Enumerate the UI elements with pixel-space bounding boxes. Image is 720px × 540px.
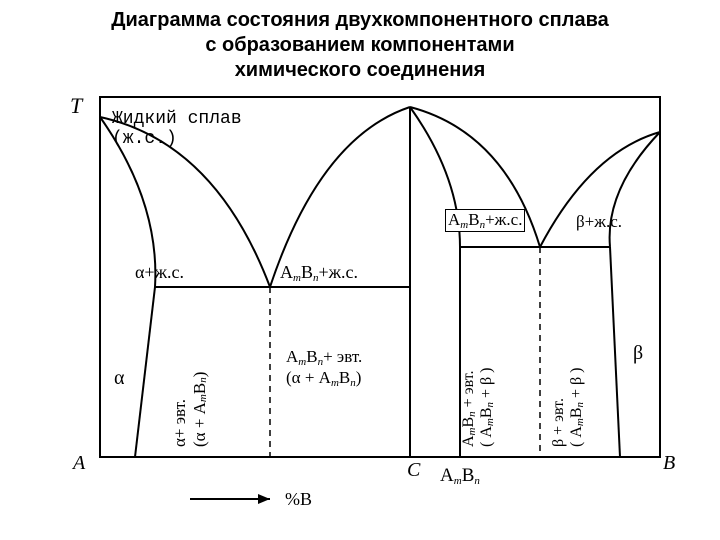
axis-label-pctB: %B	[285, 489, 312, 510]
region-beta: β	[633, 342, 643, 365]
axis-label-amBn: AmBn	[440, 465, 480, 487]
region-amBn-beta-evt-col: AmBn + эвт. ( AmBn + β )	[460, 267, 496, 447]
region-liquid-1: Жидкий сплав	[112, 109, 242, 129]
alpha-evt-line1: α+ эвт.	[170, 399, 189, 447]
diagram-stage: T A C B Жидкий сплав (ж.с.) α β α+ж.с. A…	[40, 87, 680, 517]
beta-evt-line1: β + эвт.	[550, 398, 567, 447]
region-amBn-liquid-left: AmBn+ж.с.	[280, 262, 358, 284]
region-beta-evt-col: β + эвт. ( AmBn + β )	[550, 267, 586, 447]
alpha-evt-line2: (α + AmBn)	[190, 372, 209, 447]
region-amBn-evt-left: AmBn+ эвт. (α + AmBn)	[286, 347, 362, 389]
region-alpha: α	[114, 367, 124, 390]
amBn-evt-line2: (α + AmBn)	[286, 368, 361, 387]
region-alpha-evt-col: α+ эвт. (α + AmBn)	[170, 307, 210, 447]
region-amBn-liquid-right: AmBn+ж.с.	[445, 209, 525, 232]
axis-label-C: C	[407, 459, 420, 482]
amBn-beta-evt-line2: ( AmBn + β )	[478, 367, 495, 447]
amBn-beta-evt-line1: AmBn + эвт.	[460, 370, 477, 447]
amBn-evt-line1: AmBn+ эвт.	[286, 347, 362, 366]
title-line-2: с образованием компонентами	[30, 33, 690, 58]
title-line-1: Диаграмма состояния двухкомпонентного сп…	[30, 8, 690, 33]
diagram-title: Диаграмма состояния двухкомпонентного сп…	[0, 0, 720, 87]
axis-label-B: B	[663, 452, 675, 475]
region-beta-liquid: β+ж.с.	[576, 212, 622, 232]
beta-evt-line2: ( AmBn + β )	[568, 367, 585, 447]
axis-label-A: A	[73, 452, 85, 475]
region-liquid-2: (ж.с.)	[112, 129, 177, 149]
region-alpha-liquid: α+ж.с.	[135, 262, 184, 283]
title-line-3: химического соединения	[30, 58, 690, 83]
axis-label-T: T	[70, 93, 82, 119]
